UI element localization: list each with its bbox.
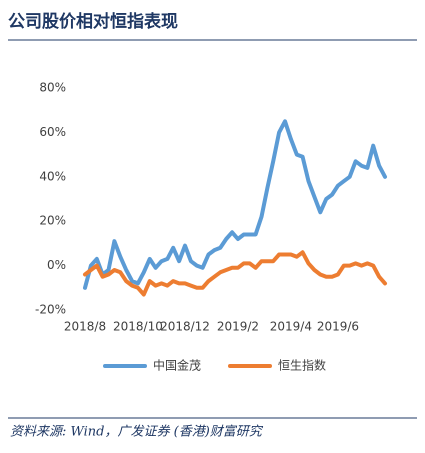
series-line — [83, 119, 387, 290]
y-tick-label: 20% — [39, 214, 66, 228]
x-tick-label: 2018/10 — [113, 320, 163, 334]
x-tick-label: 2018/8 — [64, 320, 106, 334]
source: 资料来源: Wind，广发证券 (香港)财富研究 — [10, 424, 264, 440]
y-tick-label: -20% — [35, 303, 66, 317]
x-tick-label: 2019/4 — [270, 320, 312, 334]
x-tick-label: 2018/12 — [160, 320, 210, 334]
y-tick-label: 0% — [47, 258, 66, 272]
x-tick-label: 2019/6 — [317, 320, 359, 334]
y-tick-label: 80% — [39, 81, 66, 95]
legend-label: 恒生指数 — [278, 358, 326, 373]
series-line — [83, 250, 387, 297]
legend-label: 中国金茂 — [153, 358, 201, 373]
chart-title: 公司股价相对恒指表现 — [8, 11, 178, 32]
y-tick-label: 40% — [39, 169, 66, 183]
x-tick-label: 2019/2 — [217, 320, 259, 334]
y-tick-label: 60% — [39, 125, 66, 139]
